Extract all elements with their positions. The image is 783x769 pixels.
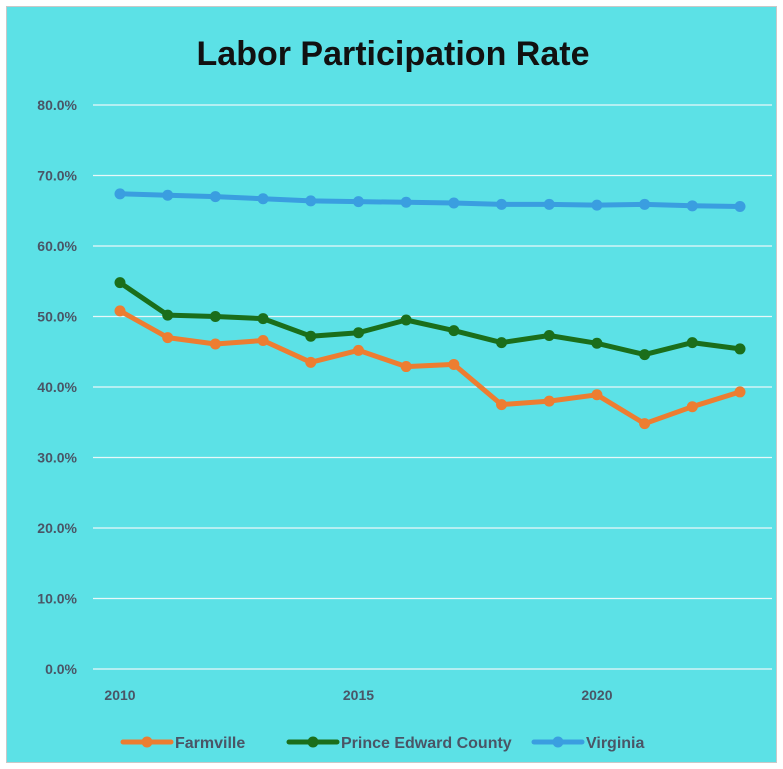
data-point-virginia bbox=[400, 196, 412, 208]
x-tick-label: 2010 bbox=[104, 687, 135, 703]
data-point-prince-edward-county bbox=[686, 337, 698, 349]
series-prince-edward-county bbox=[114, 277, 746, 361]
data-point-farmville bbox=[591, 389, 603, 401]
legend-item-farmville: Farmville bbox=[120, 735, 245, 752]
legend-label: Virginia bbox=[586, 735, 644, 752]
data-point-farmville bbox=[162, 332, 174, 344]
data-point-farmville bbox=[448, 358, 460, 370]
data-point-virginia bbox=[114, 188, 126, 200]
data-point-virginia bbox=[162, 189, 174, 201]
series-lines bbox=[114, 188, 746, 430]
data-point-prince-edward-county bbox=[448, 325, 460, 337]
data-point-prince-edward-county bbox=[209, 311, 221, 322]
y-axis-tick-labels: 0.0% 10.0% 20.0% 30.0% 40.0% 50.0% 60.0% 70.0% 8… bbox=[37, 97, 77, 677]
data-point-prince-edward-county bbox=[305, 330, 317, 342]
chart-title: Labor Participation Rate bbox=[197, 35, 590, 73]
data-point-virginia bbox=[209, 191, 221, 203]
x-tick-label: 2015 bbox=[343, 687, 374, 703]
series-line-farmville bbox=[117, 308, 743, 427]
series-line-virginia bbox=[117, 191, 743, 209]
data-point-prince-edward-county bbox=[257, 313, 269, 325]
data-point-virginia bbox=[257, 193, 269, 205]
data-point-prince-edward-county bbox=[162, 309, 174, 321]
data-point-virginia bbox=[496, 198, 508, 210]
series-farmville bbox=[114, 305, 746, 430]
data-point-virginia bbox=[591, 199, 603, 211]
legend-label: Prince Edward County bbox=[341, 735, 512, 752]
data-point-prince-edward-county bbox=[639, 349, 651, 361]
y-tick-label: 60.0% bbox=[37, 238, 77, 254]
data-point-prince-edward-county bbox=[114, 277, 126, 289]
legend-item-virginia: Virginia bbox=[531, 735, 644, 752]
data-point-farmville bbox=[209, 338, 221, 350]
data-point-virginia bbox=[305, 195, 317, 207]
y-tick-label: 80.0% bbox=[37, 97, 77, 113]
data-point-virginia bbox=[448, 197, 460, 209]
data-point-farmville bbox=[639, 418, 651, 430]
data-point-prince-edward-county bbox=[496, 337, 508, 349]
series-virginia bbox=[114, 188, 746, 213]
x-tick-label: 2020 bbox=[581, 687, 612, 703]
y-tick-label: 10.0% bbox=[37, 591, 77, 607]
data-point-farmville bbox=[543, 395, 555, 407]
data-point-prince-edward-county bbox=[400, 314, 412, 326]
legend-item-prince-edward-county: Prince Edward County bbox=[286, 735, 512, 752]
y-tick-label: 30.0% bbox=[37, 450, 77, 466]
line-chart: Labor Participation Rate 0.0% 10.0% 20.0% 3… bbox=[37, 35, 772, 752]
data-point-farmville bbox=[734, 386, 746, 398]
data-point-farmville bbox=[496, 399, 508, 411]
data-point-virginia bbox=[686, 200, 698, 212]
data-point-prince-edward-county bbox=[734, 343, 746, 355]
data-point-farmville bbox=[400, 361, 412, 373]
series-line-prince-edward-county bbox=[117, 280, 743, 358]
data-point-farmville bbox=[686, 401, 698, 413]
y-tick-label: 70.0% bbox=[37, 168, 77, 184]
legend-swatch-marker bbox=[141, 736, 153, 748]
y-tick-label: 0.0% bbox=[45, 661, 77, 677]
data-point-farmville bbox=[352, 344, 364, 356]
data-point-farmville bbox=[114, 305, 126, 317]
x-axis-tick-labels: 2010 2015 2020 bbox=[104, 687, 612, 703]
legend-label: Farmville bbox=[175, 735, 245, 752]
y-tick-label: 20.0% bbox=[37, 520, 77, 536]
gridlines bbox=[93, 104, 772, 670]
legend-swatch-marker bbox=[552, 736, 564, 748]
data-point-prince-edward-county bbox=[591, 337, 603, 349]
data-point-virginia bbox=[543, 198, 555, 210]
data-point-farmville bbox=[305, 356, 317, 368]
chart-frame: Labor Participation Rate 0.0% 10.0% 20.0% 3… bbox=[6, 6, 777, 763]
y-tick-label: 40.0% bbox=[37, 379, 77, 395]
data-point-farmville bbox=[257, 334, 269, 346]
data-point-prince-edward-county bbox=[352, 327, 364, 339]
legend: Farmville Prince Edward County Virginia bbox=[120, 735, 644, 752]
data-point-prince-edward-county bbox=[543, 330, 555, 342]
legend-swatch-marker bbox=[307, 736, 319, 748]
y-tick-label: 50.0% bbox=[37, 309, 77, 325]
data-point-virginia bbox=[639, 198, 651, 210]
data-point-virginia bbox=[352, 196, 364, 208]
data-point-virginia bbox=[734, 201, 746, 213]
